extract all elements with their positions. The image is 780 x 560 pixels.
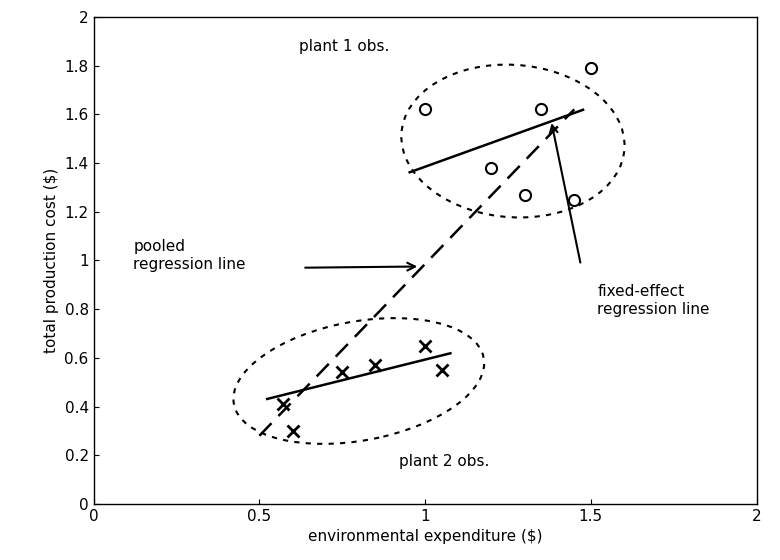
Text: plant 1 obs.: plant 1 obs. (300, 39, 389, 54)
Text: pooled
regression line: pooled regression line (133, 239, 246, 272)
Y-axis label: total production cost ($): total production cost ($) (44, 168, 59, 353)
X-axis label: environmental expenditure ($): environmental expenditure ($) (308, 529, 542, 544)
Text: plant 2 obs.: plant 2 obs. (399, 454, 489, 469)
Text: fixed-effect
regression line: fixed-effect regression line (597, 284, 710, 317)
